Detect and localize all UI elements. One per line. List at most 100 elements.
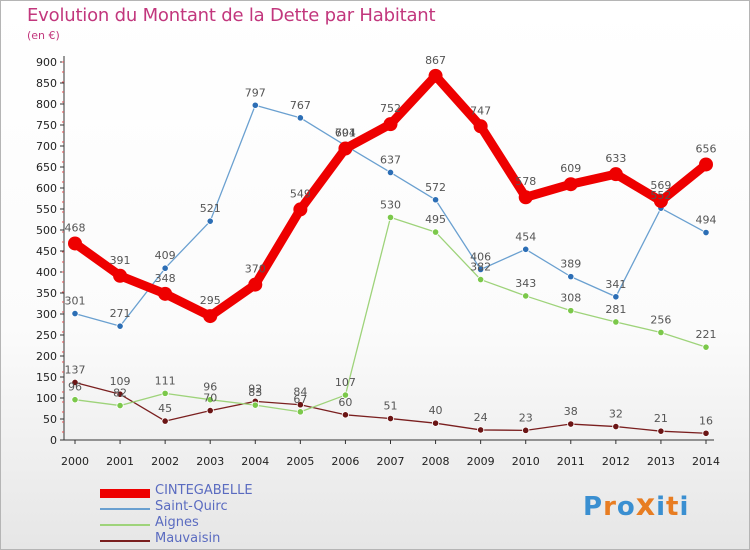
data-label: 382 (470, 261, 491, 274)
data-label: 468 (65, 221, 86, 234)
data-point (383, 117, 398, 132)
y-tick-label: 700 (36, 140, 57, 153)
data-label: 609 (560, 162, 581, 175)
data-point (386, 168, 395, 177)
data-label: 281 (605, 303, 626, 316)
y-tick-label: 400 (36, 266, 57, 279)
x-tick-label: 2009 (467, 455, 495, 468)
proxiti-logo: Proxiti (583, 488, 689, 523)
y-tick-label: 450 (36, 245, 57, 258)
data-point (657, 328, 665, 337)
data-label: 494 (696, 214, 717, 227)
data-label: 67 (293, 393, 307, 406)
data-point (612, 293, 620, 301)
data-point (341, 391, 350, 399)
data-label: 295 (200, 294, 221, 307)
data-label: 107 (335, 376, 356, 389)
data-point (653, 194, 668, 209)
logo-letter: r (603, 492, 617, 522)
y-tick-label: 900 (36, 56, 57, 69)
data-point (431, 196, 440, 204)
y-tick-label: 0 (50, 434, 57, 447)
y-tick-label: 50 (43, 413, 57, 426)
x-tick-label: 2011 (557, 455, 585, 468)
data-label: 348 (155, 272, 176, 285)
chart-title: Evolution du Montant de la Dette par Hab… (27, 5, 436, 26)
legend-label: Aignes (155, 515, 199, 530)
data-label: 137 (65, 363, 86, 376)
data-point (68, 236, 82, 251)
data-label: 767 (290, 99, 311, 112)
data-point (71, 396, 79, 404)
data-label: 701 (335, 127, 356, 140)
x-tick-label: 2010 (512, 455, 540, 468)
data-point (116, 322, 124, 330)
data-label: 82 (113, 387, 127, 400)
legend-swatch (100, 524, 150, 526)
data-point (428, 68, 443, 83)
data-point (116, 390, 124, 398)
data-label: 38 (564, 405, 578, 418)
data-label: 308 (560, 292, 581, 305)
data-point (341, 411, 350, 419)
data-point (477, 275, 485, 284)
data-point (702, 343, 710, 351)
data-label: 32 (609, 408, 623, 421)
data-label: 84 (293, 386, 307, 399)
y-tick-label: 100 (36, 392, 57, 405)
legend-swatch (100, 508, 150, 510)
data-point (702, 429, 710, 437)
data-label: 569 (650, 179, 671, 192)
data-point (699, 157, 713, 172)
data-point (161, 417, 169, 425)
data-label: 96 (68, 381, 82, 394)
data-point (203, 309, 218, 324)
logo-letter: x (635, 488, 657, 523)
y-tick-label: 350 (36, 287, 57, 300)
x-tick-label: 2012 (602, 455, 630, 468)
data-point (431, 228, 440, 236)
y-tick-label: 550 (36, 203, 57, 216)
data-label: 83 (248, 386, 262, 399)
data-point (71, 309, 79, 318)
data-label: 752 (380, 102, 401, 115)
legend-item: Aignes (100, 515, 320, 533)
y-tick-label: 200 (36, 350, 57, 363)
data-point (251, 401, 259, 409)
data-label: 406 (470, 250, 491, 263)
data-point (612, 318, 620, 326)
data-point (477, 426, 485, 434)
y-tick-label: 250 (36, 329, 57, 342)
data-label: 343 (515, 277, 536, 290)
data-point (206, 217, 214, 225)
data-point (248, 277, 263, 292)
data-label: 301 (65, 295, 86, 308)
data-point (431, 419, 440, 427)
data-label: 16 (699, 414, 713, 427)
data-point (522, 426, 530, 434)
data-label: 495 (425, 213, 446, 226)
legend-label: CINTEGABELLE (155, 483, 253, 498)
data-label: 694 (335, 127, 356, 140)
data-label: 409 (155, 249, 176, 262)
x-tick-label: 2014 (692, 455, 720, 468)
legend-item: Mauvaisin (100, 531, 320, 549)
x-tick-label: 2008 (422, 455, 450, 468)
data-label: 454 (515, 230, 536, 243)
legend-label: Saint-Quirc (155, 499, 228, 514)
data-point (702, 228, 710, 237)
data-label: 552 (650, 189, 671, 202)
data-label: 797 (245, 86, 266, 99)
data-label: 521 (200, 202, 221, 215)
x-tick-label: 2005 (286, 455, 314, 468)
data-label: 24 (474, 411, 488, 424)
data-point (158, 286, 173, 301)
legend-label: Mauvaisin (155, 531, 221, 546)
y-tick-label: 600 (36, 182, 57, 195)
data-point (206, 396, 214, 404)
x-tick-label: 2013 (647, 455, 675, 468)
y-tick-label: 850 (36, 77, 57, 90)
data-label: 633 (605, 152, 626, 165)
data-label: 271 (110, 307, 131, 320)
